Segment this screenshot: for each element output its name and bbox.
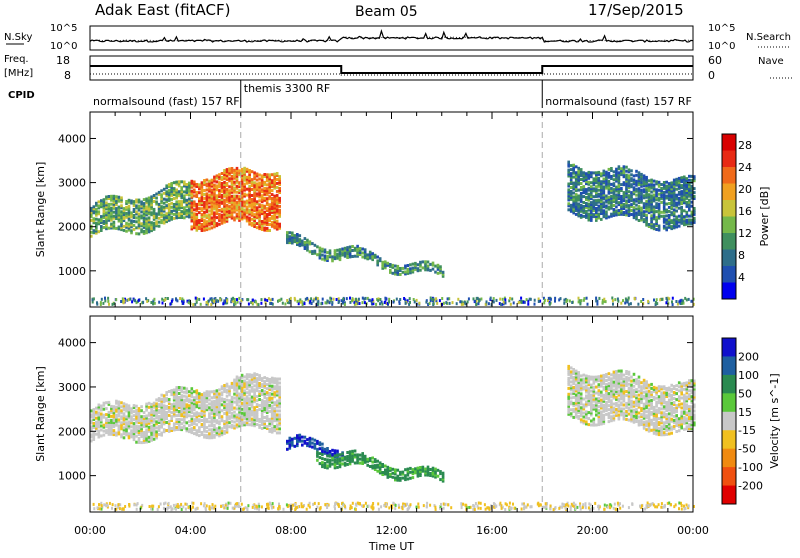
colorbar-tick-1-7: -200 — [738, 480, 763, 493]
cpid-segment-2: normalsound (fast) 157 RF — [545, 95, 692, 108]
nsearch-label: N.Search — [746, 32, 791, 43]
y-tick-label-0-0: 1000 — [58, 265, 86, 278]
colorbar-segment-0-8 — [722, 266, 736, 283]
colorbar-tick-1-4: -15 — [738, 424, 756, 437]
colorbar-tick-0-6: 28 — [738, 139, 752, 152]
colorbar-segment-1-1 — [722, 356, 736, 375]
y-tick-label-1-1: 2000 — [58, 425, 86, 438]
x-tick-label-4: 16:00 — [476, 524, 508, 537]
y-tick-label-1-0: 1000 — [58, 470, 86, 483]
colorbar-segment-1-7 — [722, 467, 736, 486]
cpid-segment-0: normalsound (fast) 157 RF — [93, 95, 240, 108]
chart-title-left: Adak East (fitACF) — [95, 1, 230, 19]
heatmap-cells-1 — [90, 365, 696, 511]
chart-title-center: Beam 05 — [355, 4, 418, 20]
nave-tick-top: 60 — [708, 54, 722, 67]
colorbar-segment-0-4 — [722, 200, 736, 217]
colorbar-tick-1-1: 100 — [738, 369, 759, 382]
colorbar-tick-1-3: 15 — [738, 406, 752, 419]
colorbar-segment-0-7 — [722, 250, 736, 267]
x-tick-label-1: 04:00 — [175, 524, 207, 537]
nsky-label: N.Sky — [4, 32, 32, 43]
y-axis-label-1: Slant Range [km] — [34, 366, 47, 462]
y-axis-label-0: Slant Range [km] — [34, 162, 47, 258]
x-tick-label-3: 12:00 — [376, 524, 408, 537]
x-tick-label-2: 08:00 — [275, 524, 307, 537]
colorbar-label-0: Power [dB] — [758, 187, 771, 247]
colorbar-tick-1-5: -50 — [738, 443, 756, 456]
colorbar-segment-1-8 — [722, 486, 736, 505]
colorbar-segment-1-5 — [722, 430, 736, 449]
freq-panel-frame — [90, 56, 693, 80]
nave-label: Nave — [758, 56, 784, 67]
x-tick-label-6: 00:00 — [677, 524, 709, 537]
y-tick-label-1-2: 3000 — [58, 381, 86, 394]
colorbar-segment-0-6 — [722, 233, 736, 250]
colorbar-tick-1-0: 200 — [738, 350, 759, 363]
freq-label-line1: Freq. — [4, 54, 29, 65]
colorbar-segment-1-6 — [722, 449, 736, 468]
freq-tick-bottom: 8 — [64, 69, 71, 82]
cpid-segment-1: themis 3300 RF — [244, 82, 331, 95]
colorbar-tick-0-0: 4 — [738, 271, 745, 284]
colorbar-label-1: Velocity [m s^-1] — [768, 373, 781, 468]
colorbar-segment-0-1 — [722, 151, 736, 168]
colorbar-segment-0-2 — [722, 167, 736, 184]
colorbar-tick-0-1: 8 — [738, 249, 745, 262]
colorbar-segment-0-3 — [722, 184, 736, 201]
y-tick-label-0-1: 2000 — [58, 221, 86, 234]
colorbar-segment-1-2 — [722, 375, 736, 394]
heatmap-cells-0 — [90, 161, 696, 307]
nave-trace — [90, 74, 693, 75]
colorbar-tick-0-2: 12 — [738, 227, 752, 240]
nsky-tick-bottom: 10^0 — [50, 41, 77, 52]
colorbar-segment-1-0 — [722, 338, 736, 357]
nsky-tick-top: 10^5 — [50, 23, 77, 34]
colorbar-segment-0-0 — [722, 134, 736, 151]
y-tick-label-0-2: 3000 — [58, 177, 86, 190]
colorbar-segment-1-4 — [722, 412, 736, 431]
x-tick-label-0: 00:00 — [74, 524, 106, 537]
y-tick-label-0-3: 4000 — [58, 132, 86, 145]
nsearch-tick-top: 10^5 — [708, 23, 735, 34]
y-tick-label-1-3: 4000 — [58, 337, 86, 350]
colorbar-tick-1-6: -100 — [738, 461, 763, 474]
chart-title-right: 17/Sep/2015 — [588, 1, 684, 19]
cpid-label: CPID — [8, 90, 35, 101]
freq-tick-top: 18 — [56, 54, 70, 67]
freq-label-line2: [MHz] — [4, 68, 33, 79]
colorbar-segment-0-5 — [722, 217, 736, 234]
colorbar-tick-1-2: 50 — [738, 387, 752, 400]
colorbar-tick-0-3: 16 — [738, 205, 752, 218]
nave-tick-bottom: 0 — [708, 69, 715, 82]
x-axis-label: Time UT — [368, 540, 414, 553]
colorbar-tick-0-4: 20 — [738, 183, 752, 196]
x-tick-label-5: 20:00 — [577, 524, 609, 537]
freq-trace — [90, 66, 693, 73]
colorbar-segment-1-3 — [722, 393, 736, 412]
colorbar-segment-0-9 — [722, 283, 736, 300]
colorbar-tick-0-5: 24 — [738, 161, 752, 174]
nsearch-tick-bottom: 10^0 — [708, 41, 735, 52]
